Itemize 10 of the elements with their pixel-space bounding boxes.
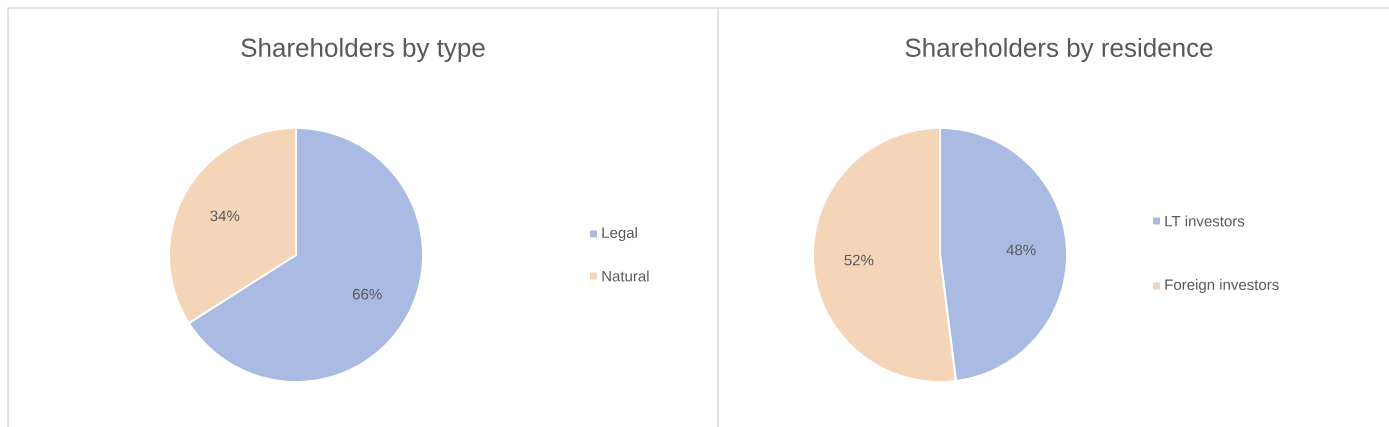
- legend-label: Natural: [602, 270, 649, 282]
- legend-label: Legal: [602, 227, 637, 241]
- data-label: 52%: [844, 254, 874, 266]
- data-label: 66%: [352, 288, 382, 300]
- chart-title: Shareholders by residence: [905, 37, 1213, 63]
- legend-label: Foreign investors: [1165, 279, 1279, 293]
- legend-label: LT investors: [1165, 215, 1245, 227]
- chart-title: Shareholders by type: [241, 37, 485, 63]
- data-label: 48%: [1006, 244, 1036, 256]
- data-label: 34%: [210, 210, 240, 222]
